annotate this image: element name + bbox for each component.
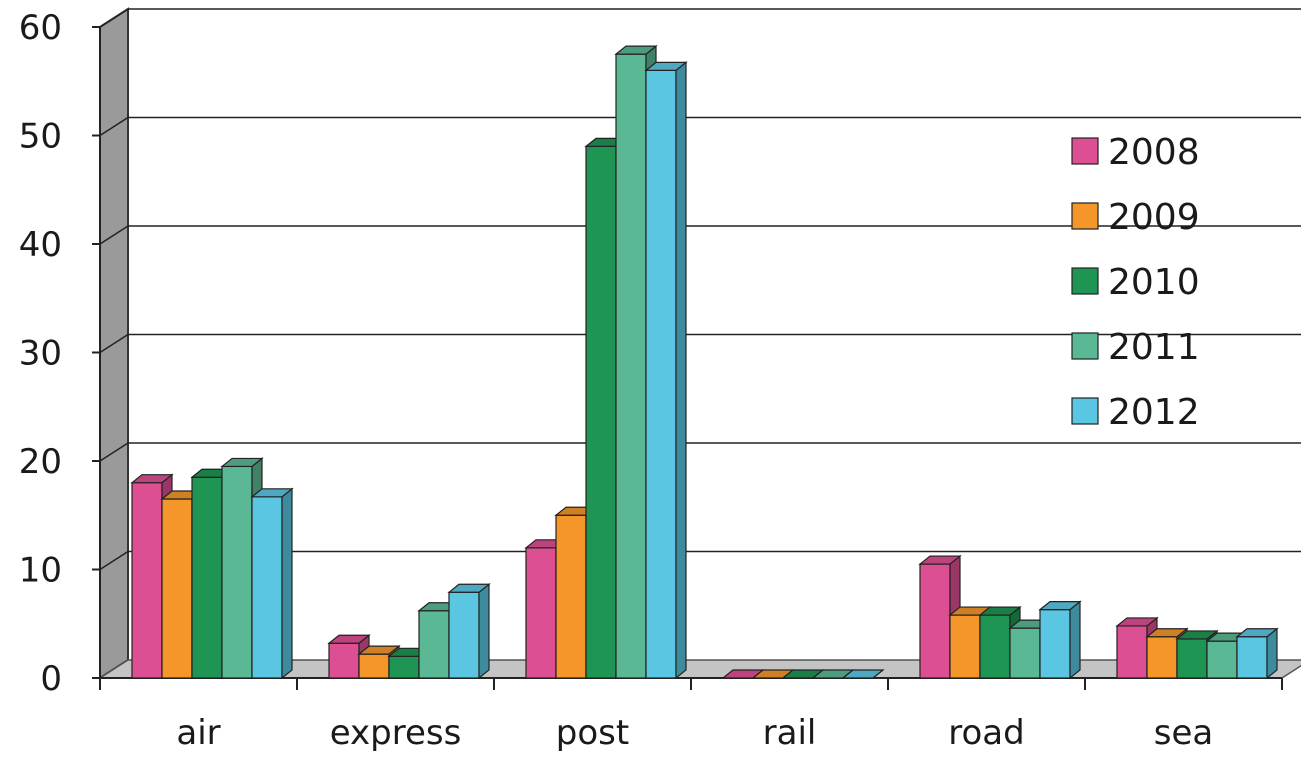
bar-front <box>358 653 390 679</box>
bar-front <box>448 591 480 679</box>
bar-top <box>841 669 885 679</box>
bar <box>327 634 371 680</box>
bar-front <box>1009 627 1041 679</box>
bar-front <box>615 53 647 679</box>
bar <box>841 669 885 679</box>
bar-side <box>478 583 490 680</box>
bar-side <box>1069 600 1081 680</box>
legend-swatch <box>1071 137 1099 165</box>
gridline-diagonal <box>99 8 129 28</box>
y-tick-label: 30 <box>19 334 62 374</box>
gridline-diagonal <box>99 225 129 245</box>
bar-side <box>281 487 293 680</box>
bar-top <box>1115 617 1159 627</box>
gridline-diagonal <box>99 550 129 571</box>
bar-top <box>1038 601 1082 611</box>
bar <box>918 554 962 680</box>
bar-top <box>1145 628 1189 638</box>
bar-side <box>675 61 687 680</box>
bar-top <box>978 606 1022 616</box>
bar-front <box>1116 625 1148 679</box>
bar-front <box>555 514 587 679</box>
bar-front <box>191 476 223 679</box>
legend-label: 2011 <box>1108 327 1200 368</box>
y-tick-label: 60 <box>19 8 62 48</box>
bar-top <box>130 474 174 484</box>
bar-top <box>447 583 491 593</box>
y-tick-label: 10 <box>19 551 62 591</box>
category-label: sea <box>1154 713 1213 752</box>
legend-label: 2009 <box>1108 197 1200 238</box>
bar-front <box>1176 638 1208 679</box>
bar-front <box>328 642 360 679</box>
bars <box>130 44 1279 680</box>
bar-front <box>1236 636 1268 679</box>
bar-front <box>1039 609 1071 679</box>
gridlines <box>99 8 1301 571</box>
y-tick-label: 40 <box>19 225 62 265</box>
category-label: air <box>176 713 220 752</box>
bar-top <box>1235 628 1279 638</box>
x-axis: air express post rail road sea <box>99 677 1283 753</box>
bar <box>644 61 688 680</box>
gridline-diagonal <box>99 442 129 462</box>
bar <box>447 583 491 680</box>
legend-label: 2012 <box>1108 392 1200 433</box>
legend: 2008 2009 2010 2011 2012 <box>1071 132 1200 433</box>
bar-top <box>357 645 401 655</box>
bar-top <box>644 61 688 72</box>
category-label: rail <box>763 713 817 752</box>
bar-front <box>949 614 981 679</box>
bar-front <box>131 482 163 679</box>
legend-label: 2010 <box>1108 262 1200 303</box>
y-tick-label: 20 <box>19 442 62 482</box>
bar <box>1235 627 1279 680</box>
bar-front <box>645 69 677 679</box>
gridline-diagonal <box>99 116 129 137</box>
category-label: road <box>948 713 1024 752</box>
bar-top <box>614 45 658 55</box>
bar-front <box>979 614 1011 679</box>
bar-front <box>525 547 557 679</box>
y-axis: 0 10 20 30 40 50 60 <box>19 8 101 699</box>
legend-swatch <box>1071 267 1099 295</box>
legend-label: 2008 <box>1108 132 1200 173</box>
legend-swatch <box>1071 332 1099 360</box>
bar-top <box>1175 630 1219 640</box>
bar-front <box>1206 640 1238 679</box>
bar-top <box>250 488 294 498</box>
bar-front <box>161 498 193 679</box>
legend-swatch <box>1071 397 1099 425</box>
bar-top <box>220 457 264 468</box>
gridline-diagonal <box>99 333 129 354</box>
y-tick-label: 0 <box>40 659 62 699</box>
bar <box>250 487 294 680</box>
y-tick-label: 50 <box>19 117 62 157</box>
bar-front <box>221 465 253 679</box>
category-label: express <box>330 713 462 752</box>
bar-front <box>919 563 951 679</box>
bar-front <box>585 145 617 679</box>
legend-swatch <box>1071 202 1099 230</box>
bar-front <box>1146 636 1178 679</box>
bar-front <box>388 655 420 679</box>
bar <box>1038 600 1082 680</box>
bar-top <box>918 555 962 565</box>
bar-front <box>251 496 283 679</box>
category-label: post <box>556 713 629 752</box>
bar-top <box>327 634 371 644</box>
bar-front <box>418 610 450 679</box>
